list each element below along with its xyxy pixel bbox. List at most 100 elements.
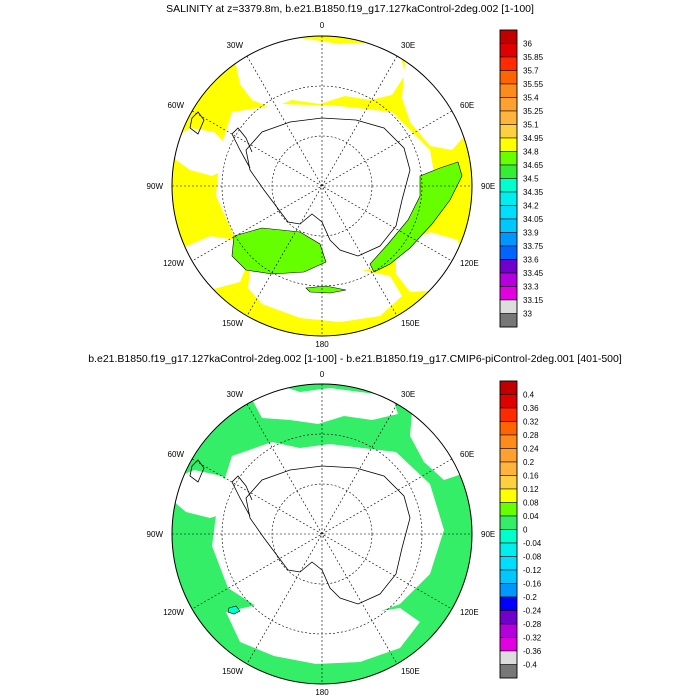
panel-1-anomaly-patch-ross — [231, 227, 327, 275]
panel-1-colorbar-swatch — [499, 178, 518, 193]
panel-2-graticule — [172, 384, 472, 684]
panel-2-colorbar-swatch — [499, 380, 518, 395]
panel-2-colorbar-label: -0.16 — [523, 580, 542, 589]
panel-1-colorbar-swatch — [499, 43, 518, 58]
panel-2-colorbar-label: -0.2 — [523, 593, 537, 602]
panel-2-colorbar-label: 0.2 — [523, 458, 535, 467]
panel-2-blank-region-inner — [212, 442, 444, 622]
panel-2-colorbar-frame — [499, 380, 518, 679]
panel-2-colorbar-label: -0.36 — [523, 647, 542, 656]
panel-2-south-america-tip — [189, 459, 205, 483]
panel-1-colorbar-label: 35.4 — [523, 94, 539, 103]
panel-2-colorbar-label: 0.12 — [523, 485, 539, 494]
panel-2-colorbar-swatch — [499, 583, 518, 598]
panel-1-title: SALINITY at z=3379.8m, b.e21.B1850.f19_g… — [166, 3, 534, 15]
panel-1-lon-label: 0 — [320, 21, 325, 30]
panel-2-lon-label: 30E — [401, 390, 415, 399]
panel-1-lon-label: 90W — [147, 182, 164, 191]
panel-1-colorbar-label: 34.35 — [523, 188, 544, 197]
panel-2-colorbar-swatch — [499, 569, 518, 584]
panel-1-colorbar: 36 35.85 35.7 35.55 35.4 35.25 35.1 34.95 34.8 34… — [499, 29, 544, 328]
panel-1-colorbar-swatch — [499, 164, 518, 179]
panel-2-colorbar-swatch — [499, 448, 518, 463]
panel-1-anomaly-patch-east — [369, 161, 463, 273]
panel-1-colorbar-label: 33.45 — [523, 269, 544, 278]
panel-1-colorbar-swatch — [499, 191, 518, 206]
panel-1-colorbar-swatch — [499, 110, 518, 125]
panel-1-colorbar-swatch — [499, 205, 518, 220]
panel-2-colorbar-swatch — [499, 488, 518, 503]
panel-2-lon-label: 150W — [222, 667, 243, 676]
panel-2-colorbar-swatch — [499, 623, 518, 638]
panel-1-colorbar-label: 35.55 — [523, 80, 544, 89]
panel-2-lon-label: 180 — [315, 688, 329, 697]
panel-2-colorbar-label: -0.12 — [523, 566, 542, 575]
panel-2-antarctica-coastline — [245, 465, 411, 605]
panel-2-lon-label: 30W — [227, 390, 244, 399]
panel-1-colorbar-swatch — [499, 83, 518, 98]
panel-2-antarctic-peninsula — [231, 475, 253, 517]
panel-1-antarctic-peninsula — [231, 127, 253, 169]
panel-1-colorbar-swatch — [499, 286, 518, 301]
panel-1-ocean-field — [172, 36, 472, 336]
panel-1-colorbar-label: 35.85 — [523, 53, 544, 62]
panel-1-blank-region-north — [235, 38, 405, 108]
panel-1-colorbar-swatch — [499, 313, 518, 328]
panel-2-colorbar-swatch — [499, 475, 518, 490]
panel-1-colorbar-swatch — [499, 259, 518, 274]
panel-2-colorbar-label: 0.16 — [523, 472, 539, 481]
panel-1-lon-label: 30W — [227, 41, 244, 50]
panel-1-colorbar-swatch — [499, 218, 518, 233]
panel-2-lon-label: 0 — [320, 370, 325, 379]
panel-1-blank-region-west — [172, 128, 230, 176]
panel-1-colorbar-label: 34.05 — [523, 215, 544, 224]
panel-2-colorbar-swatch — [499, 394, 518, 409]
panel-1-blank-region-ne — [402, 62, 470, 150]
panel-1-map-border — [171, 35, 473, 337]
panel-1-lon-label: 180 — [315, 340, 329, 349]
panel-1-colorbar-swatch — [499, 299, 518, 314]
panel-2-anomaly-patch — [227, 605, 241, 615]
panel-2-lon-label: 120W — [163, 608, 184, 617]
panel-2-colorbar-label: -0.4 — [523, 661, 537, 670]
panel-2: b.e21.B1850.f19_g17.127kaControl-2deg.00… — [88, 353, 622, 697]
panel-1-colorbar-swatch — [499, 97, 518, 112]
panel-1-colorbar-label: 35.7 — [523, 67, 539, 76]
panel-2-blank-region-north — [248, 384, 398, 424]
panel-2-colorbar-swatch — [499, 407, 518, 422]
panel-1-colorbar-label: 34.65 — [523, 161, 544, 170]
panel-2-colorbar-label: 0.4 — [523, 391, 535, 400]
panel-2-colorbar-label: 0 — [523, 526, 528, 535]
panel-1-colorbar-label: 34.95 — [523, 134, 544, 143]
panel-1-colorbar-swatch — [499, 70, 518, 85]
panel-1-colorbar-swatch — [499, 29, 518, 44]
panel-1-colorbar-swatch — [499, 272, 518, 287]
panel-2-colorbar-label: 0.24 — [523, 445, 539, 454]
panel-1-south-america-tip — [189, 111, 205, 135]
panel-1-colorbar-swatch — [499, 56, 518, 71]
panel-2-blank-region-ne — [410, 412, 462, 480]
panel-2-map-border — [171, 383, 473, 685]
panel-2-blank-region-south — [226, 602, 420, 664]
panel-2-colorbar-label: -0.28 — [523, 620, 542, 629]
panel-2-colorbar-swatch — [499, 650, 518, 665]
panel-1-colorbar-label: 35.25 — [523, 107, 544, 116]
panel-1-colorbar-swatch — [499, 151, 518, 166]
panel-2-colorbar-swatch — [499, 421, 518, 436]
panel-2-colorbar-label: -0.04 — [523, 539, 542, 548]
panel-1-antarctica-coastline — [245, 117, 411, 257]
panel-1-lon-label: 150W — [222, 319, 243, 328]
panel-1-lon-label: 90E — [481, 182, 495, 191]
panel-2-colorbar-label: -0.08 — [523, 553, 542, 562]
panel-2-colorbar-swatch — [499, 434, 518, 449]
panel-1-colorbar-frame — [499, 29, 518, 328]
panel-1-colorbar-swatch — [499, 232, 518, 247]
panel-1-colorbar-label: 34.8 — [523, 148, 539, 157]
panel-1-lon-label: 150E — [401, 319, 420, 328]
panel-2-colorbar-swatch — [499, 515, 518, 530]
panel-2-colorbar-label: -0.32 — [523, 634, 542, 643]
panel-2-colorbar-label: 0.04 — [523, 512, 539, 521]
panel-1-colorbar-swatch — [499, 245, 518, 260]
panel-1-colorbar-label: 34.5 — [523, 175, 539, 184]
panel-1-colorbar-label: 33.6 — [523, 256, 539, 265]
